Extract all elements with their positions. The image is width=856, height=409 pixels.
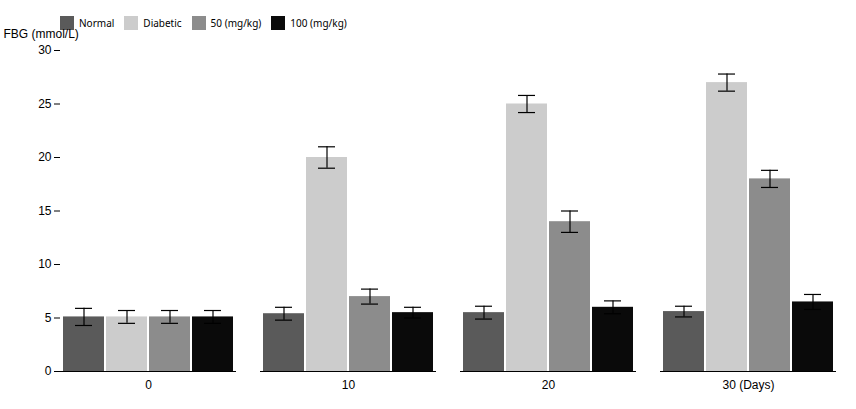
svg-text:10: 10 [38,257,52,271]
svg-text:25: 25 [38,97,52,111]
html-text:Diabetic: Diabetic [143,15,182,30]
svg-text:0: 0 [45,364,52,378]
svg-text:20: 20 [38,150,52,164]
svg-text:0: 0 [145,378,152,392]
svg-text:5: 5 [45,311,52,325]
svg-text:FBG (mmol/L): FBG (mmol/L) [4,27,79,41]
html-text:100 (mg/kg): 100 (mg/kg) [290,15,347,30]
svg-text:10: 10 [342,378,356,392]
svg-text:20: 20 [542,378,556,392]
svg-text:30 (Days): 30 (Days) [722,378,774,392]
svg-text:15: 15 [38,204,52,218]
html-text:50 (mg/kg): 50 (mg/kg) [210,15,262,30]
html-text:Normal: Normal [79,15,115,30]
svg-text:30: 30 [38,43,52,57]
